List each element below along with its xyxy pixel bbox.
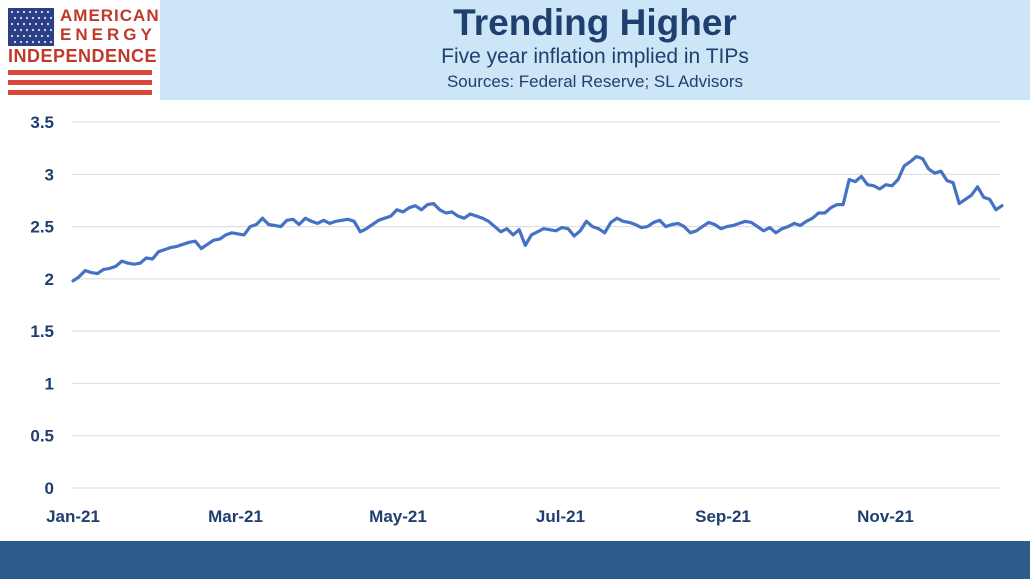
x-tick-label: Nov-21 bbox=[857, 507, 914, 526]
x-tick-label: Jul-21 bbox=[536, 507, 585, 526]
logo-stripe bbox=[8, 70, 152, 75]
chart-title: Trending Higher bbox=[453, 2, 737, 43]
logo-stripe bbox=[8, 90, 152, 95]
series-line bbox=[71, 154, 1004, 283]
x-axis-ticks: Jan-21 Mar-21 May-21 Jul-21 Sep-21 Nov-21 bbox=[46, 507, 914, 526]
x-tick-label: Jan-21 bbox=[46, 507, 100, 526]
y-tick-label: 2 bbox=[45, 270, 54, 289]
x-tick-label: May-21 bbox=[369, 507, 427, 526]
y-tick-label: 3 bbox=[45, 165, 54, 184]
us-flag-icon bbox=[8, 8, 54, 46]
y-tick-label: 0 bbox=[45, 479, 54, 498]
logo-text-energy: ENERGY bbox=[60, 25, 156, 44]
y-tick-label: 3.5 bbox=[30, 113, 54, 132]
chart-subtitle: Five year inflation implied in TIPs bbox=[441, 45, 749, 68]
y-axis-ticks: 0 0.5 1 1.5 2 2.5 3 3.5 bbox=[30, 113, 54, 498]
logo-stripe bbox=[8, 80, 152, 85]
chart-sources: Sources: Federal Reserve; SL Advisors bbox=[446, 72, 744, 91]
title-banner: Trending Higher Five year inflation impl… bbox=[160, 0, 1030, 100]
x-tick-label: Mar-21 bbox=[208, 507, 263, 526]
x-tick-label: Sep-21 bbox=[695, 507, 751, 526]
logo-text-american: AMERICAN bbox=[60, 6, 160, 25]
grid-lines bbox=[72, 121, 1000, 489]
logo-text-independence: INDEPENDENCE bbox=[8, 46, 158, 66]
y-tick-label: 2.5 bbox=[30, 218, 54, 237]
line-chart: 0 0.5 1 1.5 2 2.5 3 3.5 Jan-21 Mar-21 May-21 Jul-2… bbox=[30, 113, 1004, 526]
y-tick-label: 1 bbox=[45, 374, 54, 393]
y-tick-label: 0.5 bbox=[30, 427, 54, 446]
y-tick-label: 1.5 bbox=[30, 322, 54, 341]
footer-bar bbox=[0, 541, 1030, 579]
american-energy-independence-logo: AMERICAN ENERGY INDEPENDENCE bbox=[0, 0, 160, 100]
